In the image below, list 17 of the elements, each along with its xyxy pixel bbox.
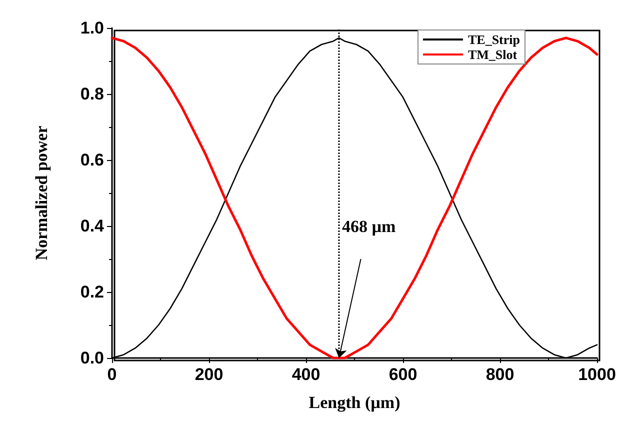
legend-label: TM_Slot xyxy=(468,47,518,62)
y-tick-label: 0.8 xyxy=(80,84,104,104)
y-tick-label: 0.6 xyxy=(80,150,104,170)
annotation: 468 µm xyxy=(342,217,396,236)
y-tick-label: 0.4 xyxy=(80,216,105,236)
x-axis-title: Length (µm) xyxy=(308,393,400,412)
x-tick-label: 0 xyxy=(107,365,117,384)
x-tick-label: 1000 xyxy=(578,365,616,384)
y-tick-label: 0.0 xyxy=(80,348,104,368)
y-tick-label: 0.2 xyxy=(80,282,104,302)
y-tick-label: 1.0 xyxy=(80,18,104,38)
legend-label: TE_Strip xyxy=(468,32,520,47)
x-tick-label: 200 xyxy=(194,365,224,384)
x-tick-label: 400 xyxy=(292,365,320,384)
x-tick-label: 800 xyxy=(486,365,514,384)
y-axis-title: Normalized power xyxy=(32,125,51,260)
x-tick-label: 600 xyxy=(388,365,418,384)
